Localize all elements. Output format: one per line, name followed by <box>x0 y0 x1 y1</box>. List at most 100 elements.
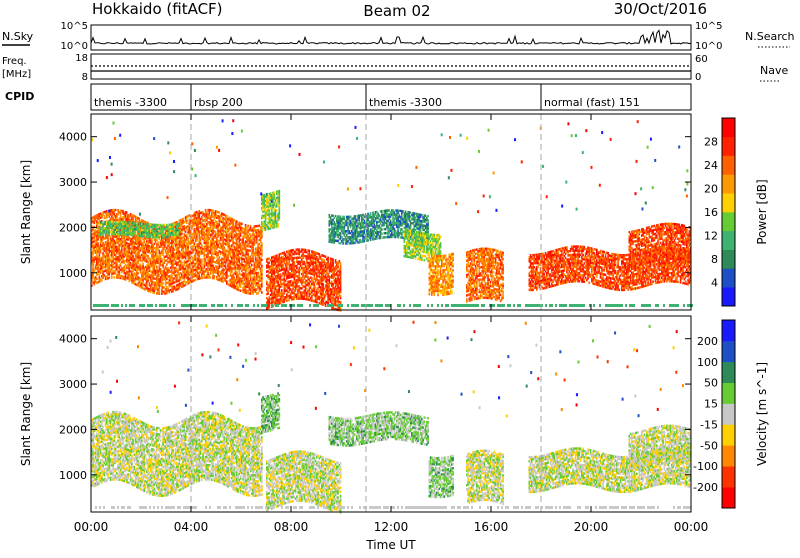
echo-cell <box>282 264 284 266</box>
echo-cell <box>101 279 103 281</box>
echo-cell <box>234 276 236 278</box>
echo-cell <box>96 278 98 280</box>
echo-cell <box>97 242 99 244</box>
echo-cell <box>215 230 217 232</box>
echo-cell <box>201 258 203 260</box>
nave-label: Nave <box>760 64 788 77</box>
echo-cell <box>281 289 283 291</box>
echo-cell <box>182 218 184 220</box>
echo-cell <box>257 272 259 274</box>
nsearch-tick-bottom: 10^0 <box>695 41 722 52</box>
echo-cell <box>166 263 168 265</box>
echo-cell <box>236 271 238 273</box>
echo-cell <box>277 280 279 282</box>
nsky-label: N.Sky <box>2 30 34 43</box>
echo-cell <box>117 209 119 211</box>
echo-cell <box>296 265 298 267</box>
freq-panel: Freq. [MHz] 18 8 60 0 Nave <box>2 53 788 83</box>
echo-cell <box>186 234 188 236</box>
echo-cell <box>241 223 243 225</box>
echo-cell <box>311 277 313 279</box>
echo-cell <box>122 210 124 212</box>
echo-cell <box>142 223 144 225</box>
echo-cell <box>219 256 221 258</box>
echo-cell <box>187 237 189 239</box>
echo-cell <box>276 209 278 211</box>
nsearch-tick-top: 10^5 <box>695 21 722 32</box>
echo-cell <box>307 276 309 278</box>
freq-label-2: [MHz] <box>2 69 31 80</box>
echo-cell <box>281 275 283 277</box>
echo-cell <box>226 215 228 217</box>
echo-cell <box>210 276 212 278</box>
echo-cell <box>256 288 258 290</box>
echo-cell <box>224 246 226 248</box>
echo-cell <box>201 216 203 218</box>
echo-cell <box>132 255 134 257</box>
echo-cell <box>212 265 214 267</box>
echo-cell <box>236 220 238 222</box>
cpid-segment-label: themis -3300 <box>369 96 442 109</box>
date-title: 30/Oct/2016 <box>614 0 707 18</box>
echo-cell <box>309 250 311 252</box>
echo-cell <box>257 292 259 294</box>
cpid-label: CPID <box>5 90 34 103</box>
echo-cell <box>147 255 149 257</box>
cpid-segment-label: rbsp 200 <box>194 96 243 109</box>
echo-cell <box>214 257 216 259</box>
echo-cell <box>269 209 271 211</box>
echo-cell <box>172 245 174 247</box>
echo-cell <box>226 280 228 282</box>
echo-cell <box>212 209 214 211</box>
echo-cell <box>261 242 263 244</box>
echo-cell <box>261 265 263 267</box>
echo-cell <box>190 230 192 232</box>
echo-cell <box>324 259 326 261</box>
echo-cell <box>266 281 268 283</box>
echo-cell <box>135 234 137 236</box>
echo-cell <box>185 231 187 233</box>
cpid-segment-label: normal (fast) 151 <box>544 96 640 109</box>
echo-cell <box>294 261 296 263</box>
echo-cell <box>139 218 141 220</box>
echo-cell <box>306 288 308 290</box>
echo-cell <box>261 291 263 293</box>
echo-cell <box>174 249 176 251</box>
freq-tick-top: 18 <box>75 53 88 64</box>
echo-cell <box>166 236 168 238</box>
echo-cell <box>319 253 321 255</box>
echo-cell <box>305 249 307 251</box>
echo-cell <box>250 233 252 235</box>
echo-cell <box>194 242 196 244</box>
beam-title: Beam 02 <box>363 2 430 20</box>
echo-cell <box>247 225 249 227</box>
echo-cell <box>285 280 287 282</box>
echo-cell <box>325 256 327 258</box>
nsearch-label: N.Search <box>745 30 795 43</box>
cpid-segment-label: themis -3300 <box>94 96 167 109</box>
echo-cell <box>156 239 158 241</box>
echo-cell <box>114 276 116 278</box>
freq-tick-bottom: 8 <box>82 72 88 83</box>
echo-cell <box>136 224 138 226</box>
echo-cell <box>261 229 263 231</box>
nsky-trace <box>91 30 691 44</box>
echo-cell <box>156 266 158 268</box>
echo-cell <box>315 286 317 288</box>
echo-cell <box>99 274 101 276</box>
echo-cell <box>251 264 253 266</box>
echo-cell <box>130 262 132 264</box>
echo-cell <box>205 258 207 260</box>
cpid-panel: CPID themis -3300 rbsp 200 themis -3300 nor… <box>5 84 691 110</box>
echo-cell <box>322 283 324 285</box>
echo-cell <box>181 261 183 263</box>
echo-cell <box>201 244 203 246</box>
echo-cell <box>117 221 119 223</box>
echo-cell <box>162 282 164 284</box>
echo-cell <box>159 250 161 252</box>
echo-cell <box>125 221 127 223</box>
echo-cell <box>150 223 152 225</box>
